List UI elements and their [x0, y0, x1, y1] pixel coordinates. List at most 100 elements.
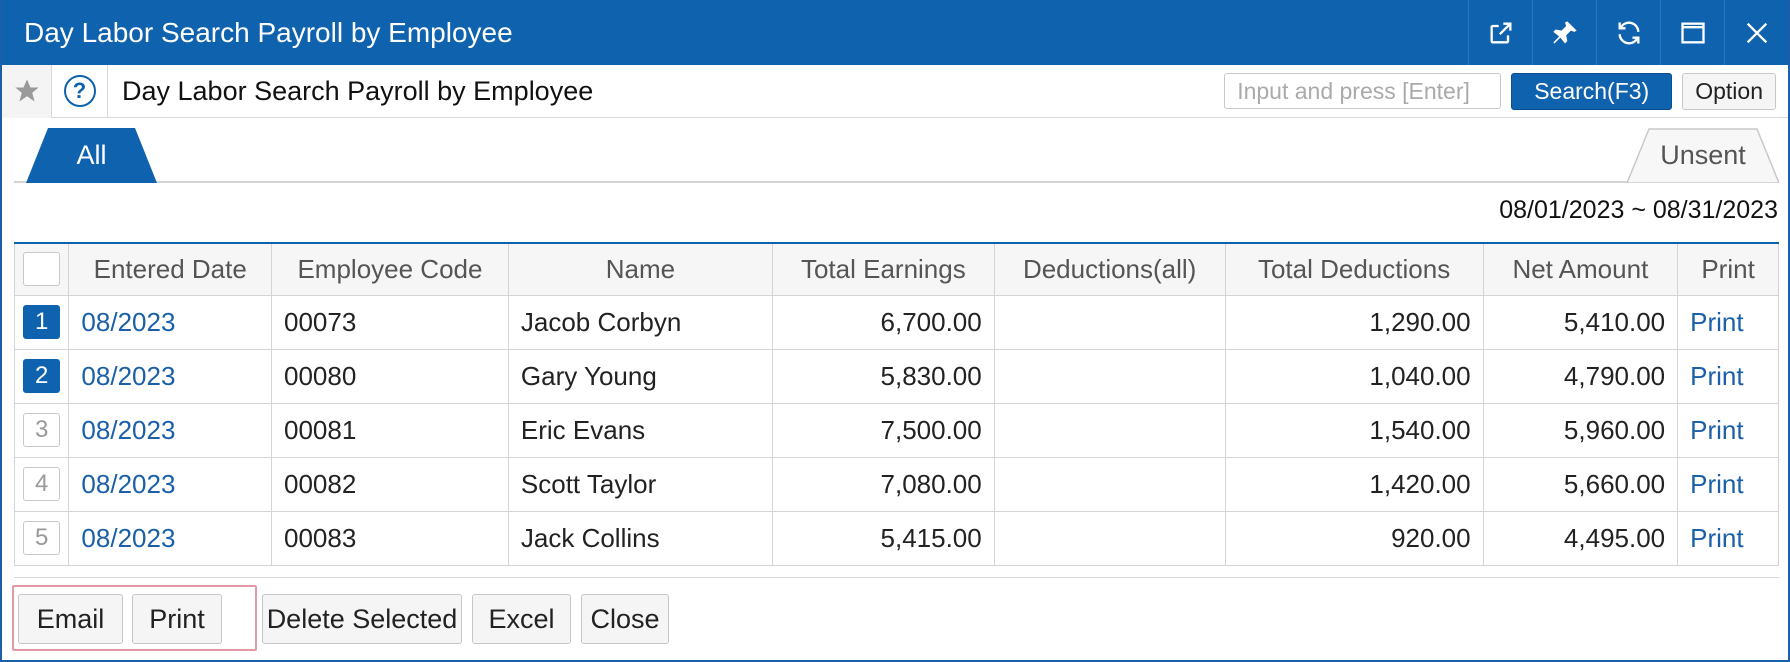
tab-bar: All Unsent: [14, 128, 1779, 183]
delete-selected-button[interactable]: Delete Selected: [262, 594, 462, 644]
tab-unsent-shape: [1627, 128, 1779, 183]
row-select-cell: 5: [13, 510, 70, 566]
pin-icon: [1552, 20, 1577, 43]
table-header-row: Entered Date Employee Code Name Total Ea…: [13, 242, 1779, 296]
title-bar: Day Labor Search Payroll by Employee: [2, 0, 1788, 65]
cell-employee-code: 00081: [271, 402, 509, 458]
toolbar: ? Day Labor Search Payroll by Employee S…: [2, 64, 1788, 118]
highlight-box: [12, 585, 257, 651]
maximize-icon: [1680, 22, 1705, 43]
open-new-window-button[interactable]: [1468, 0, 1532, 65]
window-title: Day Labor Search Payroll by Employee: [24, 16, 513, 48]
cell-entered-date[interactable]: 08/2023: [68, 456, 273, 512]
table-row[interactable]: 2 08/2023 00080 Gary Young 5,830.00 1,040.00 4…: [13, 348, 1779, 404]
cell-deductions-all: [993, 510, 1226, 566]
cell-total-deductions: 1,040.00: [1224, 348, 1484, 404]
header-print: Print: [1677, 242, 1779, 296]
refresh-button[interactable]: [1596, 0, 1660, 65]
table-row[interactable]: 3 08/2023 00081 Eric Evans 7,500.00 1,540.00 5…: [13, 402, 1779, 458]
cell-total-earnings: 5,830.00: [771, 348, 995, 404]
table-row[interactable]: 5 08/2023 00083 Jack Collins 5,415.00 920.00 4…: [13, 510, 1779, 566]
date-range: 08/01/2023 ~ 08/31/2023: [1499, 196, 1778, 224]
cell-name: Jacob Corbyn: [507, 294, 773, 350]
row-number-checkbox[interactable]: 4: [23, 467, 61, 501]
cell-employee-code: 00083: [271, 510, 509, 566]
pin-button[interactable]: [1532, 0, 1596, 65]
cell-net-amount: 5,960.00: [1482, 402, 1679, 458]
cell-print-link[interactable]: Print: [1677, 348, 1779, 404]
excel-button[interactable]: Excel: [472, 594, 571, 644]
page-title: Day Labor Search Payroll by Employee: [122, 75, 594, 106]
header-net-amount[interactable]: Net Amount: [1482, 242, 1679, 296]
close-icon: [1746, 22, 1767, 43]
cell-entered-date[interactable]: 08/2023: [68, 348, 273, 404]
header-employee-code[interactable]: Employee Code: [271, 242, 509, 296]
cell-total-deductions: 1,420.00: [1224, 456, 1484, 512]
select-all-checkbox[interactable]: [23, 252, 61, 287]
cell-name: Eric Evans: [507, 402, 773, 458]
cell-deductions-all: [993, 294, 1226, 350]
help-icon: ?: [63, 75, 96, 107]
table-row[interactable]: 1 08/2023 00073 Jacob Corbyn 6,700.00 1,290.0…: [13, 294, 1779, 350]
cell-total-earnings: 7,500.00: [771, 402, 995, 458]
cell-print-link[interactable]: Print: [1677, 510, 1779, 566]
row-select-cell: 2: [13, 348, 70, 404]
option-button[interactable]: Option: [1682, 72, 1776, 110]
tab-unsent[interactable]: Unsent: [1627, 128, 1779, 183]
cell-total-deductions: 1,540.00: [1224, 402, 1484, 458]
row-number-checkbox[interactable]: 2: [23, 359, 61, 393]
print-button[interactable]: Print: [132, 594, 222, 644]
cell-employee-code: 00073: [271, 294, 509, 350]
search-input[interactable]: [1224, 73, 1502, 109]
cell-entered-date[interactable]: 08/2023: [68, 510, 273, 566]
cell-deductions-all: [993, 402, 1226, 458]
select-all-cell: [13, 242, 70, 296]
header-entered-date[interactable]: Entered Date: [68, 242, 273, 296]
cell-deductions-all: [993, 456, 1226, 512]
cell-net-amount: 5,410.00: [1482, 294, 1679, 350]
row-number-checkbox[interactable]: 3: [23, 413, 61, 447]
cell-total-deductions: 920.00: [1224, 510, 1484, 566]
tab-unsent-label: Unsent: [1660, 140, 1746, 170]
refresh-icon: [1618, 21, 1639, 44]
cell-name: Scott Taylor: [507, 456, 773, 512]
cell-employee-code: 00082: [271, 456, 509, 512]
cell-print-link[interactable]: Print: [1677, 456, 1779, 512]
tab-all[interactable]: All: [26, 128, 157, 183]
header-name[interactable]: Name: [507, 242, 773, 296]
close-button[interactable]: Close: [581, 594, 669, 644]
search-button[interactable]: Search(F3): [1511, 72, 1673, 110]
close-window-button[interactable]: [1724, 0, 1788, 65]
row-select-cell: 3: [13, 402, 70, 458]
cell-net-amount: 4,495.00: [1482, 510, 1679, 566]
cell-entered-date[interactable]: 08/2023: [68, 294, 273, 350]
header-total-earnings[interactable]: Total Earnings: [771, 242, 995, 296]
help-button[interactable]: ?: [52, 64, 108, 118]
cell-print-link[interactable]: Print: [1677, 402, 1779, 458]
row-number-checkbox[interactable]: 5: [23, 521, 61, 555]
table-row[interactable]: 4 08/2023 00082 Scott Taylor 7,080.00 1,420.0…: [13, 456, 1779, 512]
favorite-button[interactable]: [2, 64, 52, 118]
payroll-table: Entered Date Employee Code Name Total Ea…: [13, 242, 1779, 566]
cell-name: Jack Collins: [507, 510, 773, 566]
cell-net-amount: 5,660.00: [1482, 456, 1679, 512]
maximize-button[interactable]: [1660, 0, 1724, 65]
star-icon: [14, 79, 39, 102]
row-select-cell: 1: [13, 294, 70, 350]
header-total-deductions[interactable]: Total Deductions: [1224, 242, 1484, 296]
cell-print-link[interactable]: Print: [1677, 294, 1779, 350]
row-number-checkbox[interactable]: 1: [23, 305, 61, 339]
header-deductions-all[interactable]: Deductions(all): [993, 242, 1226, 296]
cell-total-earnings: 6,700.00: [771, 294, 995, 350]
cell-entered-date[interactable]: 08/2023: [68, 402, 273, 458]
divider: [14, 577, 1779, 578]
cell-name: Gary Young: [507, 348, 773, 404]
cell-total-deductions: 1,290.00: [1224, 294, 1484, 350]
cell-total-earnings: 5,415.00: [771, 510, 995, 566]
external-link-icon: [1490, 22, 1511, 43]
cell-net-amount: 4,790.00: [1482, 348, 1679, 404]
email-button[interactable]: Email: [18, 594, 123, 644]
row-select-cell: 4: [13, 456, 70, 512]
cell-total-earnings: 7,080.00: [771, 456, 995, 512]
